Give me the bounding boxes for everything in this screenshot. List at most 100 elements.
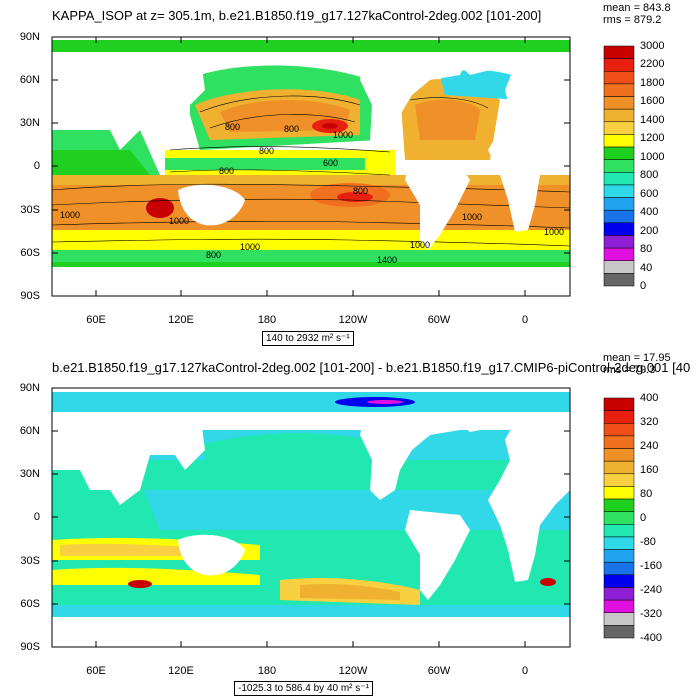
p2-xtick-180: 180 xyxy=(257,665,277,677)
p1-xtick-60w: 60W xyxy=(427,314,451,326)
panel1-range-label: 140 to 2932 m² s⁻¹ xyxy=(262,331,354,346)
colorbar-tick-label: 2200 xyxy=(640,58,665,71)
panel1-title: KAPPA_ISOP at z= 305.1m, b.e21.B1850.f19… xyxy=(52,8,542,23)
colorbar-swatch xyxy=(603,448,635,462)
colorbar-tick-label: 0 xyxy=(640,512,647,524)
colorbar-tick-label: 320 xyxy=(640,416,659,428)
colorbar-swatch xyxy=(603,247,635,261)
colorbar-tick-label: -240 xyxy=(640,584,663,596)
colorbar-swatch xyxy=(603,473,635,487)
colorbar-tick-label: 600 xyxy=(640,187,659,200)
contour-label: 1000 xyxy=(169,216,190,226)
colorbar-swatch xyxy=(603,435,635,449)
p1-xtick-180: 180 xyxy=(257,314,277,326)
colorbar-swatch xyxy=(603,260,635,274)
p2-xtick-120w: 120W xyxy=(338,665,368,677)
panel2-tick-marks xyxy=(52,387,570,648)
colorbar-tick-label: 3000 xyxy=(640,40,665,52)
panel1-rms: rms = 879.2 xyxy=(603,14,662,26)
p2-xtick-0: 0 xyxy=(521,665,529,677)
colorbar-swatch xyxy=(603,498,635,512)
colorbar-tick-label: 1200 xyxy=(640,132,665,145)
p2-ytick-30s: 30S xyxy=(20,555,40,567)
panel2-rms: rms = 79.3 xyxy=(603,364,656,376)
colorbar-swatch xyxy=(603,172,635,186)
colorbar-tick-label: -400 xyxy=(640,632,663,644)
p1-xtick-60e: 60E xyxy=(86,314,106,326)
p2-xtick-60w: 60W xyxy=(427,665,451,677)
colorbar-swatch xyxy=(603,146,635,160)
colorbar-tick-label: 1000 xyxy=(640,150,665,163)
colorbar-tick-label: 40 xyxy=(640,261,653,274)
colorbar-tick-label: -80 xyxy=(640,536,656,548)
p2-ytick-90s: 90S xyxy=(20,641,40,653)
p1-ytick-0: 0 xyxy=(33,160,40,172)
panel1-tick-marks xyxy=(52,36,570,297)
colorbar-swatch xyxy=(603,397,635,411)
colorbar-swatch xyxy=(603,134,635,148)
colorbar-tick-label: 400 xyxy=(640,206,659,219)
panel2-range-label: -1025.3 to 586.4 by 40 m² s⁻¹ xyxy=(234,681,373,696)
p1-ytick-90n: 90N xyxy=(19,31,40,43)
land-masses-2 xyxy=(52,412,570,647)
colorbar-swatch xyxy=(603,511,635,525)
arctic-band xyxy=(52,40,570,52)
contour-label: 800 xyxy=(225,122,241,132)
p1-xtick-0: 0 xyxy=(521,314,529,326)
contour-label: 1000 xyxy=(333,130,354,140)
p1-ytick-30s: 30S xyxy=(20,204,40,216)
colorbar-tick-label: 1600 xyxy=(640,95,665,108)
p1-xtick-120w: 120W xyxy=(338,314,368,326)
p1-ytick-90s: 90S xyxy=(20,290,40,302)
colorbar-swatch xyxy=(603,108,635,123)
panel2-map xyxy=(52,388,570,647)
contour-label: 1000 xyxy=(544,227,565,237)
p2-xtick-60e: 60E xyxy=(86,665,106,677)
p2-ytick-60s: 60S xyxy=(20,598,40,610)
panel1-colorbar xyxy=(603,45,635,287)
colorbar-swatch xyxy=(603,587,635,601)
panel1-map xyxy=(52,37,570,296)
colorbar-swatch xyxy=(603,58,635,72)
colorbar-swatch xyxy=(603,235,635,249)
colorbar-swatch xyxy=(603,460,635,475)
colorbar-tick-label: -160 xyxy=(640,560,663,572)
colorbar-swatch xyxy=(603,486,635,500)
colorbar-tick-label: -320 xyxy=(640,608,663,620)
colorbar-swatch xyxy=(603,536,635,550)
p2-ytick-60n: 60N xyxy=(19,425,40,437)
p1-xtick-120e: 120E xyxy=(168,314,194,326)
colorbar-swatch xyxy=(603,83,635,97)
panel2-mean: mean = 17.95 xyxy=(603,352,671,364)
colorbar-swatch xyxy=(603,45,635,59)
contour-label: 1000 xyxy=(240,242,261,252)
p1-ytick-60n: 60N xyxy=(19,74,40,86)
contour-label: 800 xyxy=(259,146,275,156)
contour-label: 1000 xyxy=(410,240,431,250)
colorbar-swatch xyxy=(603,209,635,224)
p1-ytick-60s: 60S xyxy=(20,247,40,259)
colorbar-swatch xyxy=(603,423,635,437)
colorbar-swatch xyxy=(603,410,635,424)
p2-ytick-0: 0 xyxy=(33,511,40,523)
contour-label: 1400 xyxy=(377,255,398,265)
contour-label: 1000 xyxy=(462,212,483,222)
colorbar-swatch xyxy=(603,612,635,626)
contour-label: 1000 xyxy=(60,210,81,220)
colorbar-swatch xyxy=(603,96,635,110)
colorbar-swatch xyxy=(603,121,635,135)
colorbar-tick-label: 400 xyxy=(640,392,659,404)
colorbar-tick-label: 1800 xyxy=(640,76,665,89)
colorbar-swatch xyxy=(603,524,635,538)
p2-ytick-30n: 30N xyxy=(19,468,40,480)
contour-label: 800 xyxy=(353,186,369,196)
panel2-title: b.e21.B1850.f19_g17.127kaControl-2deg.00… xyxy=(52,360,691,375)
colorbar-swatch xyxy=(603,599,635,613)
colorbar-swatch xyxy=(603,549,635,563)
colorbar-swatch xyxy=(603,574,635,588)
colorbar-tick-label: 240 xyxy=(640,440,659,452)
colorbar-tick-label: 80 xyxy=(640,243,653,256)
panel2-colorbar xyxy=(603,397,635,639)
colorbar-tick-label: 160 xyxy=(640,464,659,476)
